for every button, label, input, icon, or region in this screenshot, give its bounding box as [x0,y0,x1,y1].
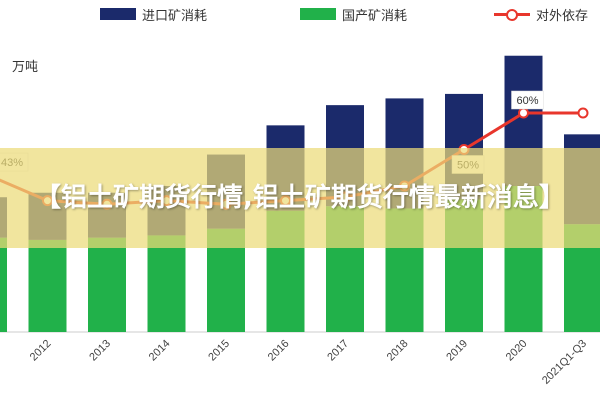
bar-domestic-2012 [28,239,67,332]
dependency-point-2021Q1-Q3 [577,107,589,119]
legend-label-dependency: 对外依存 [536,7,589,23]
x-tick-label-2021Q1-Q3: 2021Q1-Q3 [540,338,589,387]
legend-label-imported: 进口矿消耗 [142,7,208,23]
legend-swatch-domestic [300,8,336,20]
dependency-label-2020: 60% [516,95,538,107]
x-tick-label-2017: 2017 [325,338,351,364]
legend-item-domestic: 国产矿消耗 [300,4,407,24]
legend-label-domestic: 国产矿消耗 [342,7,408,23]
x-tick-label-2014: 2014 [147,338,173,364]
dependency-label-box-2020 [511,90,544,110]
title-overlay-band [0,148,600,248]
legend-item-imported: 进口矿消耗 [100,4,207,24]
legend-swatch-imported [100,8,136,20]
dependency-point-2020 [518,107,529,119]
overlay-title: 【铝土矿期货行情,铝土矿期货行情最新消息】 [35,183,565,213]
bar-domestic-2014 [147,235,186,332]
x-tick-label-2020: 2020 [504,338,530,364]
x-tick-label-2019: 2019 [444,338,470,364]
x-tick-label-2015: 2015 [206,338,232,364]
x-tick-label-2012: 2012 [28,338,54,364]
x-tick-label-2013: 2013 [87,338,113,364]
x-tick-label-2016: 2016 [266,338,292,364]
bar-domestic-2013 [88,237,126,332]
legend-marker-dependency [494,8,530,21]
y-axis-unit-label: 万吨 [12,59,39,74]
legend-item-dependency: 对外依存 [494,4,588,24]
x-tick-layer: 2011201220132014201520162017201820192020… [28,338,589,387]
x-tick-label-2018: 2018 [385,338,411,364]
bar-domestic-2011 [0,237,7,332]
